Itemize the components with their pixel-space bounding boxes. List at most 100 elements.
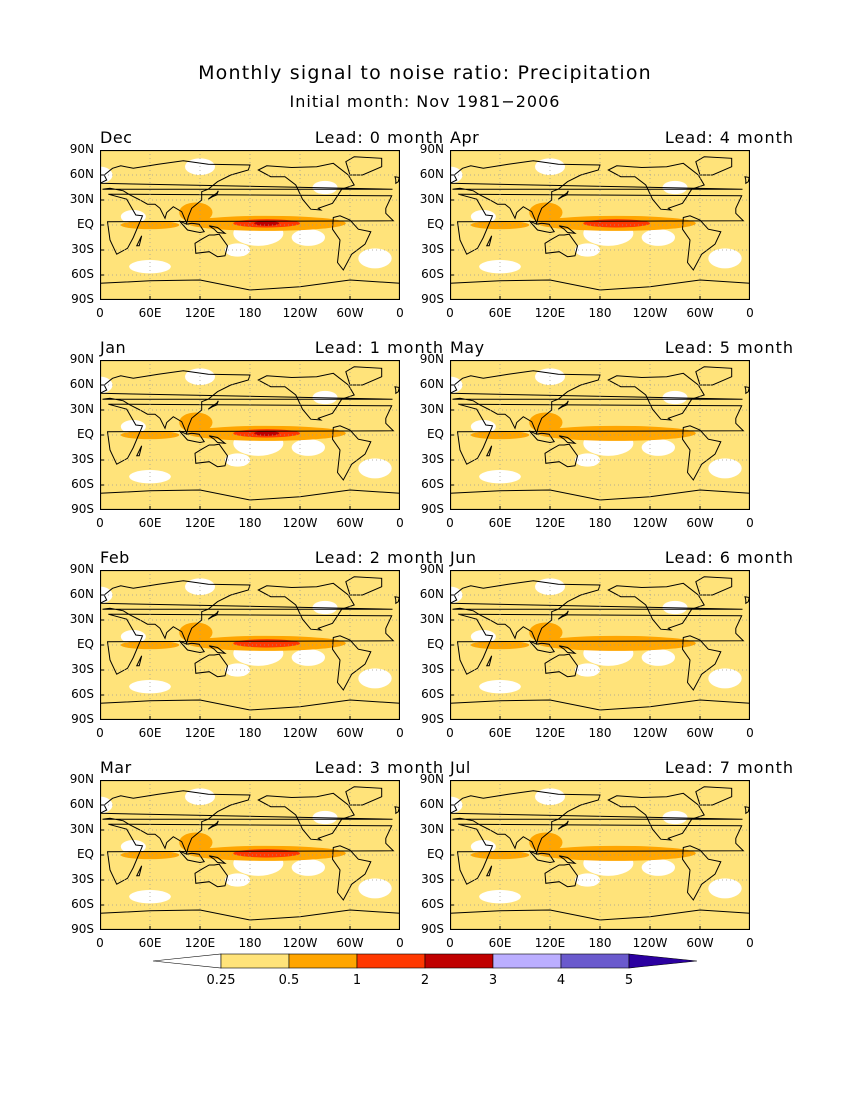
y-tick-label: 60N [419,797,444,811]
x-tick-label: 60E [488,936,512,950]
y-tick-label: 30N [419,192,444,206]
coastline [456,403,745,465]
x-tick-label: 180 [238,726,262,740]
y-tick-label: EQ [426,427,444,441]
y-tick-label: 60S [71,897,94,911]
y-tick-label: 30N [69,822,94,836]
x-tick-label: 60E [138,936,162,950]
map-plot [100,780,400,930]
coastline [744,176,750,185]
coastline [485,865,493,877]
y-tick-label: 30S [421,872,444,886]
y-tick-label: 90S [421,712,444,726]
coastline [106,613,395,675]
x-tick-label: 60W [336,936,364,950]
coastline [456,613,745,675]
coastline [257,372,355,421]
x-tick-label: 0 [446,516,454,530]
coastline [345,366,383,386]
coastline [178,640,206,654]
map-plot [100,150,400,300]
y-tick-label: 30N [69,192,94,206]
coastline [681,215,722,271]
x-tick-label: 0 [446,936,454,950]
coastline [394,176,400,185]
x-tick-label: 0 [396,516,404,530]
coastline [100,489,400,510]
coastline [695,156,733,176]
x-tick-label: 0 [396,306,404,320]
panel-lead: Lead: 7 month [664,758,794,777]
coastline [106,823,395,885]
x-tick-label: 60E [138,516,162,530]
coastline [544,863,579,888]
x-tick-label: 120E [184,936,216,950]
x-tick-label: 60W [336,516,364,530]
y-tick-label: 90N [419,142,444,156]
coastline [257,792,355,841]
x-tick-label: 180 [588,726,612,740]
coastline [744,386,750,395]
map-plot [450,780,750,930]
coastline [194,863,229,888]
x-tick-label: 180 [238,516,262,530]
coastline [450,279,750,300]
x-tick-label: 120W [282,726,318,740]
x-tick-label: 120W [282,936,318,950]
panel-month: Dec [100,128,133,147]
y-tick-label: 60N [69,377,94,391]
y-tick-label: EQ [76,427,94,441]
coastline [528,850,556,864]
coastline [257,582,355,631]
x-tick-label: 120W [632,936,668,950]
y-tick-label: 60S [71,267,94,281]
coastline [135,445,143,457]
y-tick-label: 30N [419,822,444,836]
colorbar-label: 1 [352,973,362,988]
x-tick-label: 60W [686,306,714,320]
y-tick-label: 90N [69,352,94,366]
y-tick-label: 90S [71,502,94,516]
coastline [607,792,705,841]
x-tick-label: 120E [184,516,216,530]
y-tick-label: 30S [421,452,444,466]
coastline [558,225,577,234]
coastline [207,610,219,620]
coastline [100,580,393,645]
coastline [528,430,556,444]
y-tick-label: 60N [69,587,94,601]
coastline [558,645,577,654]
coastline [178,430,206,444]
panel-lead: Lead: 4 month [664,128,794,147]
panel-month: Jul [450,758,471,777]
colorbar-label: 4 [556,973,566,988]
x-tick-label: 0 [746,936,754,950]
y-tick-label: 90N [69,562,94,576]
y-tick-label: 30S [71,662,94,676]
y-tick-label: 30S [71,452,94,466]
y-tick-label: EQ [426,637,444,651]
y-tick-label: 60S [421,897,444,911]
y-tick-label: 60S [421,267,444,281]
coastline [607,582,705,631]
y-tick-label: 60N [419,377,444,391]
y-tick-label: EQ [76,637,94,651]
y-tick-label: 60S [421,687,444,701]
x-tick-label: 120W [632,306,668,320]
coastline [345,576,383,596]
y-tick-label: 60S [71,687,94,701]
x-tick-label: 0 [96,516,104,530]
x-tick-label: 120W [282,516,318,530]
x-tick-label: 60W [686,726,714,740]
coastline [100,699,400,720]
y-tick-label: 30S [71,872,94,886]
coastline [194,443,229,468]
x-tick-label: 0 [446,726,454,740]
y-tick-label: 90S [71,922,94,936]
coastline [450,160,743,225]
y-tick-label: 30S [421,242,444,256]
coastline [135,235,143,247]
colorbar-label: 5 [624,973,634,988]
coastline [744,596,750,605]
y-tick-label: 90N [419,772,444,786]
